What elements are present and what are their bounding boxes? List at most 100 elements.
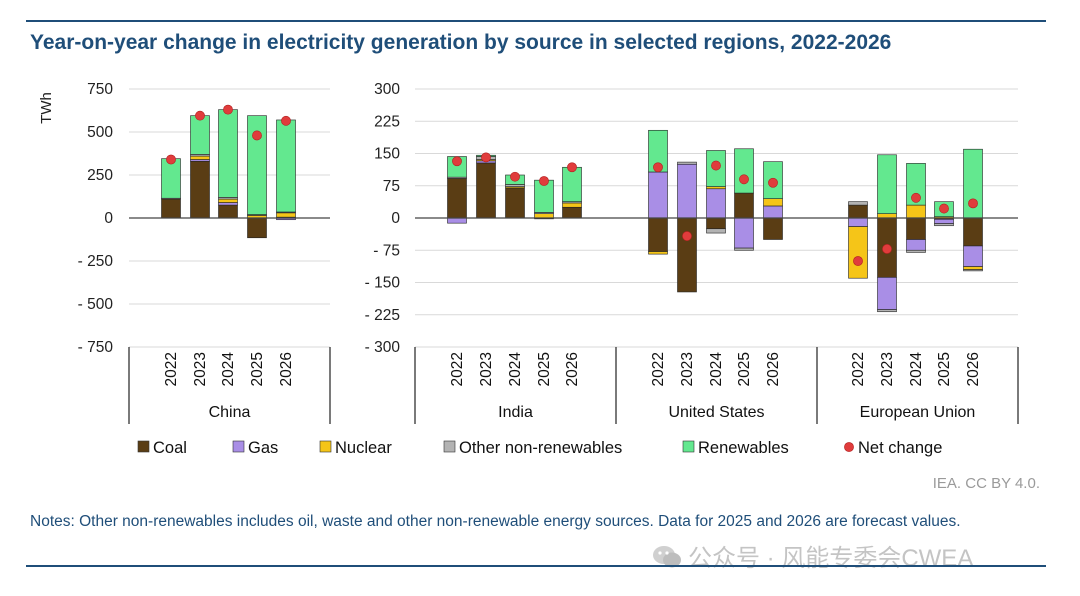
bar-other-united-states-2023 — [677, 161, 697, 165]
bar-coal-india-2024 — [505, 187, 525, 219]
y-tick-label: - 500 — [78, 296, 114, 313]
bar-renewables-india-2026 — [562, 166, 582, 202]
chart-area: 750 500 250 0 - 250 - 500 - 750 TWh 2022 2023 2024… — [38, 81, 1019, 457]
x-tick-label: 2022 — [850, 352, 867, 386]
bar-coal-european-union-2024 — [906, 217, 926, 240]
bar-renewables-european-union-2023 — [877, 154, 897, 214]
net-change-dot-china-2025 — [252, 130, 262, 141]
net-change-dot-united-states-2025 — [739, 174, 749, 185]
x-tick-label: 2023 — [679, 352, 696, 386]
x-tick-label: 2025 — [736, 352, 753, 386]
bar-nuclear-india-2026 — [562, 202, 582, 208]
bar-renewables-china-2023 — [190, 115, 210, 155]
net-change-dot-united-states-2023 — [682, 231, 692, 241]
bar-coal-united-states-2026 — [763, 217, 783, 240]
net-change-dot-india-2025 — [539, 176, 549, 186]
bar-coal-china-2024 — [218, 204, 238, 219]
net-change-dot-india-2023 — [481, 152, 491, 163]
net-change-dot-united-states-2026 — [768, 177, 778, 188]
legend-label-renewables: Renewables — [698, 439, 789, 457]
bar-other-european-union-2024 — [906, 249, 926, 253]
y-tick-label: 0 — [104, 210, 113, 227]
y-tick-label: 500 — [87, 124, 113, 141]
net-change-dot-china-2022 — [166, 154, 176, 165]
bottom-rule — [26, 565, 1046, 567]
y-tick-label: 300 — [374, 81, 400, 98]
group-label-european-union: European Union — [860, 404, 976, 421]
bar-coal-united-states-2025 — [734, 192, 754, 219]
y-tick-label: 750 — [87, 81, 113, 98]
legend-label-nuclear: Nuclear — [335, 439, 392, 457]
net-change-dot-european-union-2024 — [911, 192, 921, 203]
bar-gas-european-union-2025 — [934, 218, 954, 224]
credit-text: IEA. CC BY 4.0. — [932, 475, 1040, 492]
bar-gas-european-union-2022 — [848, 217, 868, 227]
net-change-dot-united-states-2022 — [653, 162, 663, 173]
y-tick-label: 250 — [87, 167, 113, 184]
legend-label-gas: Gas — [248, 439, 278, 457]
bar-nuclear-china-2024 — [218, 198, 238, 203]
bar-nuclear-european-union-2024 — [906, 204, 926, 219]
legend-marker-net — [844, 442, 854, 452]
net-change-dot-india-2022 — [452, 156, 462, 167]
bar-coal-india-2022 — [447, 178, 467, 219]
bar-gas-china-2024 — [218, 202, 238, 206]
net-change-dot-china-2024 — [223, 104, 233, 115]
bar-coal-united-states-2024 — [706, 217, 726, 230]
bar-renewables-china-2025 — [247, 115, 267, 215]
bar-nuclear-china-2023 — [190, 155, 210, 160]
bar-gas-india-2022 — [447, 217, 467, 224]
x-tick-label: 2022 — [163, 352, 180, 386]
x-tick-label: 2024 — [220, 352, 237, 387]
bar-coal-india-2026 — [562, 206, 582, 219]
x-tick-label: 2024 — [708, 352, 725, 387]
bar-renewables-european-union-2024 — [906, 163, 926, 206]
x-tick-label: 2025 — [249, 352, 266, 386]
bar-nuclear-united-states-2022 — [648, 251, 668, 255]
legend-label-coal: Coal — [153, 439, 187, 457]
y-axis-label: TWh — [38, 92, 55, 124]
legend-label-net: Net change — [858, 439, 942, 457]
bar-other-european-union-2025 — [934, 223, 954, 227]
legend-marker-gas — [232, 440, 245, 453]
bar-gas-european-union-2024 — [906, 239, 926, 251]
net-change-dot-china-2023 — [195, 110, 205, 121]
x-tick-label: 2024 — [507, 352, 524, 387]
net-change-dot-india-2026 — [567, 162, 577, 173]
chart-title: Year-on-year change in electricity gener… — [30, 31, 892, 54]
y-tick-label: - 225 — [365, 307, 400, 324]
x-tick-label: 2023 — [879, 352, 896, 386]
bar-nuclear-european-union-2022 — [848, 226, 868, 279]
bar-gas-european-union-2026 — [963, 245, 983, 267]
x-tick-label: 2024 — [908, 352, 925, 387]
y-tick-label: 0 — [391, 210, 400, 227]
y-tick-label: 225 — [374, 113, 400, 130]
y-tick-label: - 750 — [78, 339, 114, 356]
y-tick-label: - 150 — [365, 275, 401, 292]
bar-other-united-states-2025 — [734, 247, 754, 251]
bar-renewables-china-2026 — [276, 119, 296, 213]
group-label-india: India — [498, 404, 533, 421]
x-tick-label: 2023 — [478, 352, 495, 386]
net-change-dot-european-union-2022 — [853, 256, 863, 266]
net-change-dot-european-union-2023 — [882, 244, 892, 254]
bar-nuclear-india-2025 — [534, 213, 554, 219]
x-tick-label: 2023 — [192, 352, 209, 386]
bar-other-european-union-2022 — [848, 201, 868, 206]
legend-label-other: Other non-renewables — [459, 439, 622, 457]
bar-coal-china-2022 — [161, 198, 181, 219]
net-change-dot-united-states-2024 — [711, 160, 721, 171]
bar-nuclear-china-2026 — [276, 212, 296, 218]
x-tick-label: 2022 — [449, 352, 466, 386]
x-tick-label: 2026 — [965, 352, 982, 386]
bar-other-india-2024 — [505, 184, 525, 187]
x-tick-label: 2025 — [536, 352, 553, 386]
legend-marker-coal — [137, 440, 150, 453]
legend-marker-renewables — [682, 440, 695, 453]
bar-gas-united-states-2025 — [734, 217, 754, 249]
y-tick-label: - 250 — [78, 253, 114, 270]
x-tick-label: 2026 — [564, 352, 581, 386]
bar-coal-european-union-2022 — [848, 204, 868, 219]
bar-gas-united-states-2023 — [677, 163, 697, 219]
x-tick-label: 2026 — [278, 352, 295, 386]
